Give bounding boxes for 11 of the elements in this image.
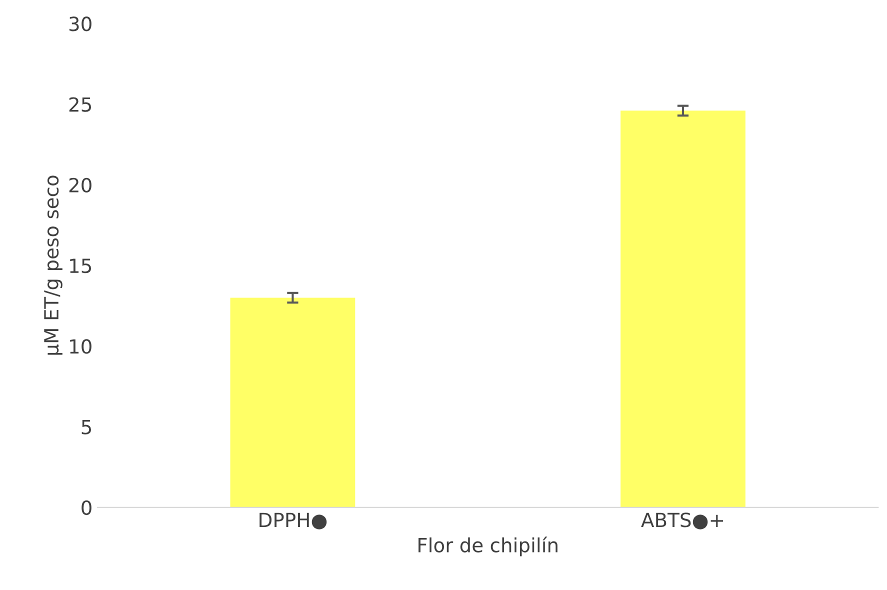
y-tick-label: 15 [70,258,92,274]
y-tick-label: 10 [70,339,92,354]
y-axis-title: µM ET/g peso seco [44,176,62,355]
x-tick-label: DPPH● [260,512,327,530]
y-tick-label: 5 [82,420,92,434]
x-axis-title: Flor de chipilín [418,536,558,556]
y-tick-label: 0 [82,500,92,516]
y-tick-label: 30 [69,16,92,32]
x-tick-label: ABTS●+ [641,512,723,530]
y-tick-label: 20 [69,178,92,193]
y-tick-label: 25 [69,97,92,112]
